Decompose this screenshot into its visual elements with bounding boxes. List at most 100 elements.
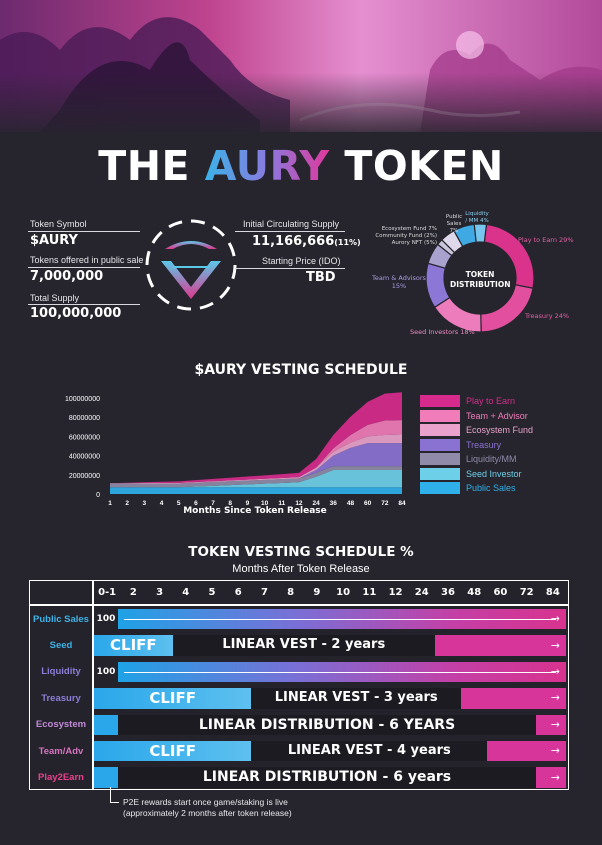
donut-center-line-1: TOKEN: [465, 270, 495, 279]
vested-bar: [461, 688, 566, 709]
linear-distribution-bar: [118, 714, 536, 735]
divider: [28, 304, 140, 305]
title-suffix: TOKEN: [329, 142, 504, 190]
y-tick-label: 0: [96, 492, 100, 499]
vesting-table: 0-1 2 3 4 5 6 7 8 9 10 11 12 24 36 48 60 72 84 Public Sale…: [29, 580, 569, 790]
donut-center-line-2: DISTRIBUTION: [450, 280, 511, 289]
x-tick-label: 6: [194, 500, 198, 507]
area-series-public-sales: [110, 487, 402, 494]
vesting-table-subtitle: Months After Token Release: [232, 563, 370, 575]
distribution-end-bar: [536, 714, 566, 735]
legend-swatch: [420, 424, 460, 436]
x-tick-label: 60: [364, 500, 372, 507]
arrow-right-icon: →: [550, 665, 560, 678]
legend-swatch: [420, 438, 460, 451]
area-series-treasury: [110, 443, 402, 484]
donut-slice: [480, 284, 534, 333]
column-header: 2: [129, 587, 137, 598]
divider: [28, 267, 140, 268]
divider: [235, 231, 345, 232]
arrow-right-icon: →: [550, 717, 560, 731]
column-header: 48: [467, 587, 482, 598]
arrow-right-icon: →: [550, 638, 560, 652]
donut-center-label: TOKEN DISTRIBUTION: [450, 270, 510, 290]
column-header: 6: [234, 587, 242, 598]
column-header: 7: [260, 587, 268, 598]
cliff-label: CLIFF: [110, 636, 157, 655]
circulating-amount: 11,166,666: [252, 234, 335, 249]
arrow-right-icon: →: [550, 744, 560, 758]
vesting-bar-start: [94, 661, 118, 683]
header-divider: [30, 604, 568, 606]
y-tick-label: 80000000: [69, 415, 100, 422]
x-tick-label: 5: [177, 500, 181, 507]
distribution-end-bar: [536, 767, 566, 788]
x-tick-label: 84: [398, 500, 406, 507]
donut-slice: [473, 223, 488, 243]
vesting-chart-xlabel: Months Since Token Release: [183, 506, 327, 516]
linear-vest-bar: [251, 741, 488, 762]
x-tick-label: 48: [347, 500, 355, 507]
legend-label: Treasury: [466, 439, 502, 450]
circulating-percent: (11%): [334, 238, 361, 247]
linear-vest-bar: [251, 688, 462, 709]
hero-illustration: [0, 0, 602, 132]
vested-bar: [434, 635, 566, 656]
linear-distribution-label: LINEAR DISTRIBUTION - 6 YEARS: [198, 716, 456, 733]
column-header: 72: [519, 587, 534, 598]
arrow-right-icon: →: [550, 612, 560, 626]
vesting-area-chart: 0 20000000 40000000 60000000 80000000 1000000…: [65, 392, 406, 507]
column-header: 84: [545, 587, 560, 598]
slice-label-liquidity: Liquidity / MM 4%: [465, 211, 489, 224]
vesting-bar-start: [94, 609, 118, 630]
x-tick-label: 9: [246, 500, 250, 507]
linear-vest-label: LINEAR VEST - 3 years: [274, 690, 438, 706]
row-label: Public Sales: [33, 613, 89, 625]
arrow-right-icon: →: [550, 691, 560, 705]
y-tick-label: 40000000: [69, 454, 100, 461]
column-header: 12: [388, 587, 403, 598]
slice-label-ecosystem: Ecosystem Fund 7% Community Fund (2%) Au…: [361, 226, 437, 247]
note-connector: [110, 787, 119, 803]
price-value: TBD: [306, 270, 336, 285]
column-header: 9: [313, 587, 321, 598]
area-series-seed-investor: [110, 470, 402, 488]
linear-vest-label: LINEAR VEST - 2 years: [222, 637, 386, 653]
offered-label: Tokens offered in public sale: [30, 255, 144, 265]
legend-label: Play to Earn: [466, 396, 516, 406]
x-tick-label: 12: [295, 500, 303, 507]
title-accent: AURY: [204, 142, 330, 190]
circulating-label: Initial Circulating Supply: [243, 219, 340, 229]
legend-label: Ecosystem Fund: [466, 425, 534, 435]
offered-value: 7,000,000: [30, 269, 104, 284]
vesting-table-title: TOKEN VESTING SCHEDULE %: [188, 544, 414, 560]
x-tick-label: 2: [125, 500, 129, 507]
legend-swatch: [420, 395, 460, 407]
x-tick-label: 10: [261, 500, 269, 507]
slice-label-eco-line: Ecosystem Fund 7%: [381, 226, 437, 232]
divider: [28, 231, 140, 232]
price-label: Starting Price (IDO): [262, 256, 341, 266]
row-label: Seed: [49, 640, 73, 652]
hundred-percent-label: 100: [96, 666, 116, 677]
row-label: Play2Earn: [38, 772, 84, 784]
cliff-label: CLIFF: [149, 689, 196, 708]
linear-vest-bar: [172, 635, 435, 656]
column-header: 8: [287, 587, 295, 598]
column-header: 36: [441, 587, 455, 598]
linear-distribution-label: LINEAR DISTRIBUTION - 6 years: [202, 769, 452, 786]
slice-label-seed: Seed Investors 18%: [410, 328, 475, 336]
supply-value: 100,000,000: [30, 306, 122, 321]
x-tick-label: 11: [278, 500, 285, 507]
label-column-divider: [92, 581, 94, 789]
cliff-label: CLIFF: [149, 742, 196, 760]
slice-label-public: Public Sales 7%: [445, 214, 463, 234]
linear-distribution-bar: [118, 767, 536, 788]
area-series-team-advisor: [110, 420, 402, 484]
column-header: 11: [362, 587, 377, 598]
x-tick-label: 24: [313, 500, 321, 507]
x-tick-label: 36: [330, 500, 338, 507]
aury-logo-icon: [143, 217, 239, 313]
slice-label-play: Play to Earn 29%: [518, 236, 574, 244]
area-series-ecosystem-fund: [110, 434, 402, 484]
